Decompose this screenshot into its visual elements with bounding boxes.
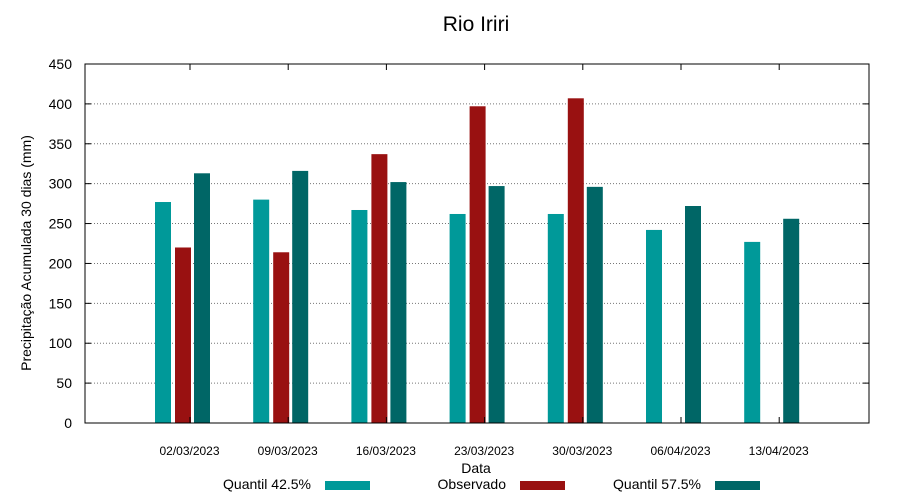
x-axis-ticks: 02/03/2023 09/03/2023 16/03/2023 23/03/2023… — [159, 64, 809, 458]
x-tick-label: 23/03/2023 — [454, 444, 514, 458]
bar-observado-1 — [273, 252, 290, 423]
legend-label: Observado — [438, 476, 507, 492]
legend-swatch — [325, 481, 370, 490]
legend: Quantil 42.5% Observado Quantil 57.5% — [223, 476, 760, 492]
x-tick-label: 30/03/2023 — [552, 444, 612, 458]
legend-label: Quantil 42.5% — [223, 476, 311, 492]
x-tick-label: 02/03/2023 — [159, 444, 219, 458]
chart-title: Rio Iriri — [443, 13, 510, 36]
bar-quantil-42-5--6 — [744, 241, 761, 423]
legend-swatch — [520, 481, 565, 490]
legend-swatch — [715, 481, 760, 490]
bar-quantil-42-5--2 — [351, 209, 368, 423]
bar-observado-4 — [567, 98, 584, 423]
bar-quantil-57-5--2 — [390, 182, 407, 423]
bar-quantil-57-5--5 — [685, 206, 701, 423]
legend-label: Quantil 57.5% — [613, 476, 701, 492]
y-tick-label: 250 — [49, 216, 73, 232]
bar-observado-0 — [175, 247, 191, 423]
x-tick-label: 13/04/2023 — [749, 444, 809, 458]
y-tick-label: 100 — [49, 335, 73, 351]
bar-observado-2 — [371, 154, 388, 423]
y-tick-label: 450 — [49, 56, 73, 72]
bar-quantil-57-5--3 — [488, 186, 505, 423]
y-tick-label: 300 — [49, 176, 73, 192]
y-tick-label: 400 — [49, 96, 73, 112]
bar-observado-3 — [469, 106, 486, 423]
y-tick-label: 50 — [56, 375, 72, 391]
y-tick-label: 200 — [49, 255, 73, 271]
x-axis-label: Data — [461, 460, 491, 476]
bar-quantil-57-5--6 — [783, 218, 800, 423]
bar-quantil-42-5--4 — [547, 213, 564, 423]
bar-quantil-42-5--3 — [449, 213, 466, 423]
bar-quantil-42-5--1 — [253, 199, 270, 423]
bar-quantil-57-5--0 — [194, 173, 210, 423]
bar-quantil-57-5--1 — [292, 170, 309, 423]
y-axis-ticks: 0 50 100 150 200 250 300 350 400 450 — [49, 56, 869, 431]
bar-quantil-42-5--0 — [155, 202, 171, 423]
y-tick-label: 0 — [64, 415, 72, 431]
x-tick-label: 06/04/2023 — [650, 444, 710, 458]
bar-quantil-42-5--5 — [646, 229, 662, 423]
x-tick-label: 16/03/2023 — [356, 444, 416, 458]
bars — [155, 98, 800, 423]
x-tick-label: 09/03/2023 — [258, 444, 318, 458]
y-tick-label: 150 — [49, 295, 73, 311]
plot-frame — [84, 63, 870, 424]
y-tick-label: 350 — [49, 136, 73, 152]
bar-quantil-57-5--4 — [586, 186, 603, 423]
y-axis-label: Precipitação Acumulada 30 dias (mm) — [18, 135, 34, 371]
